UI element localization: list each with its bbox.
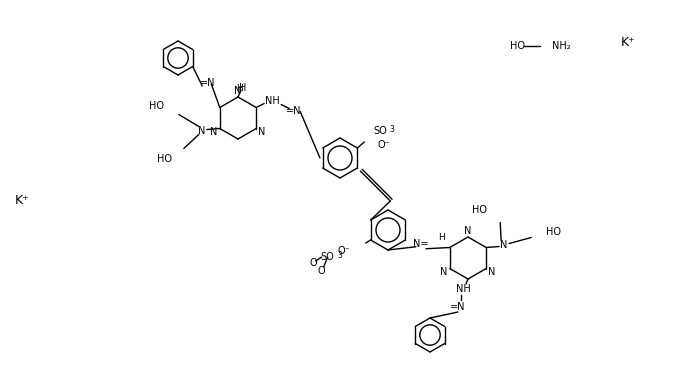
Text: SO: SO [321, 252, 334, 262]
Text: 3: 3 [389, 125, 394, 134]
Text: N: N [258, 127, 265, 137]
Text: N: N [464, 225, 472, 235]
Text: N=: N= [413, 239, 428, 249]
Text: N: N [440, 267, 448, 277]
Text: HO: HO [157, 154, 172, 164]
Text: =N: =N [287, 106, 302, 115]
Text: NH₂: NH₂ [552, 41, 571, 51]
Text: N: N [234, 86, 242, 96]
Text: K⁺: K⁺ [621, 35, 636, 48]
Text: O⁻: O⁻ [337, 246, 350, 256]
Text: HO: HO [472, 205, 487, 215]
Text: =N: =N [451, 302, 466, 312]
Text: H: H [438, 233, 445, 242]
Text: HO: HO [510, 41, 525, 51]
Text: O: O [318, 266, 325, 276]
Text: HO: HO [546, 227, 561, 237]
Text: N: N [211, 127, 218, 137]
Text: HO: HO [149, 100, 164, 110]
Text: N: N [488, 267, 495, 277]
Text: NH: NH [265, 96, 280, 106]
Text: O⁻: O⁻ [378, 140, 390, 150]
Text: K⁺: K⁺ [15, 193, 30, 206]
Text: 3: 3 [338, 251, 343, 260]
Text: O: O [310, 258, 317, 268]
Text: H: H [239, 83, 247, 93]
Text: N: N [500, 241, 508, 250]
Text: SO: SO [373, 126, 387, 136]
Text: N: N [198, 125, 205, 135]
Text: NH: NH [455, 284, 471, 294]
Text: =N: =N [200, 78, 215, 88]
Text: H: H [236, 83, 243, 93]
